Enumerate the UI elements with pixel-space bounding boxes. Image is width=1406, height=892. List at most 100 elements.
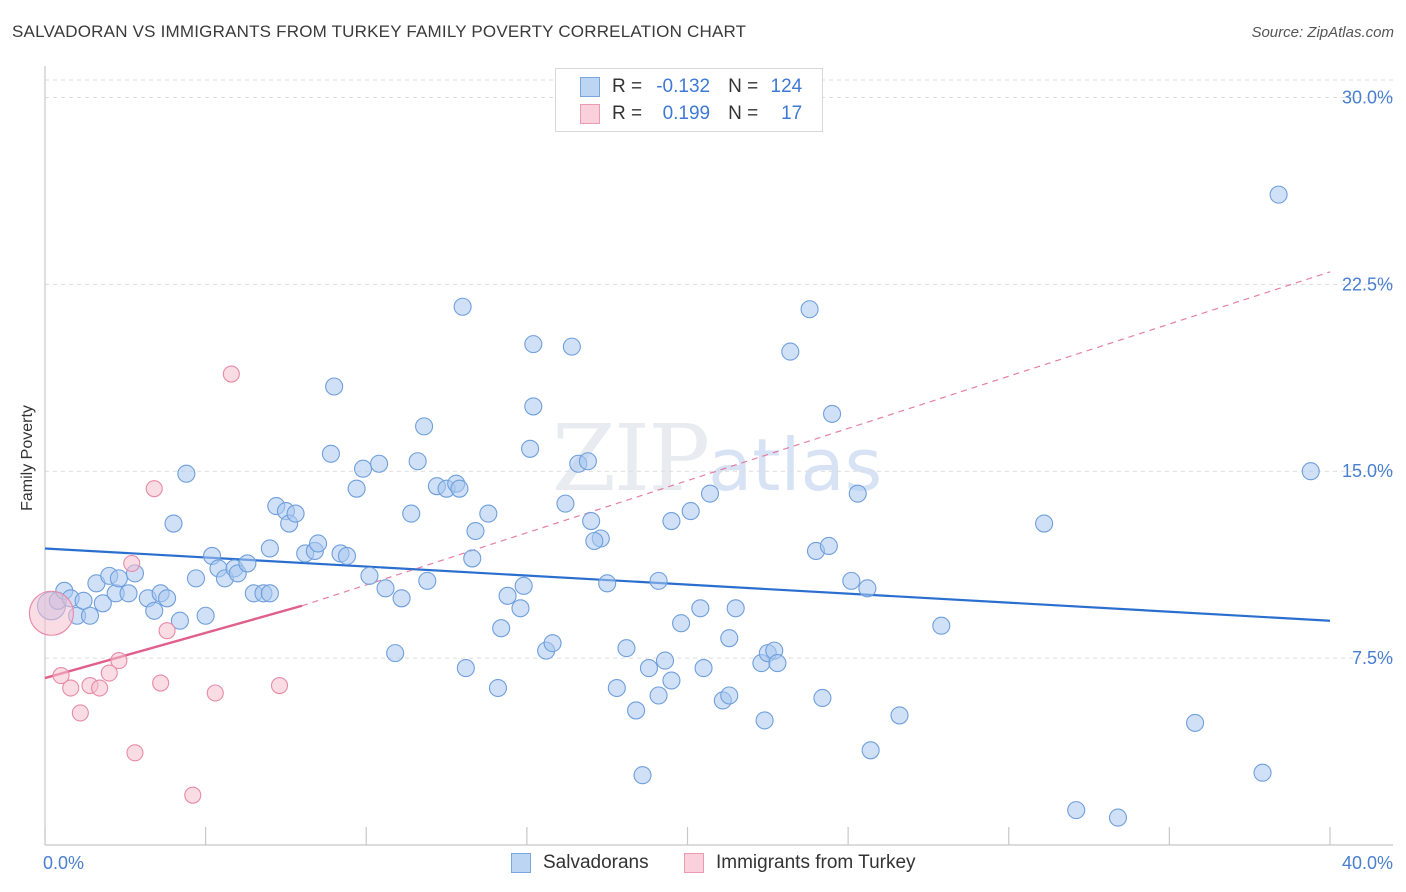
data-point-salvadorans (463, 549, 482, 568)
y-tick-label: 7.5% (1352, 648, 1393, 668)
chart-title: SALVADORAN VS IMMIGRANTS FROM TURKEY FAM… (12, 22, 747, 41)
data-point-turkey (123, 554, 141, 572)
data-point-salvadorans (932, 616, 951, 635)
data-point-salvadorans (842, 571, 861, 590)
data-point-salvadorans (524, 335, 543, 354)
data-point-salvadorans (649, 686, 668, 705)
data-point-salvadorans (556, 494, 575, 513)
data-point-salvadorans (186, 569, 206, 588)
data-point-turkey (62, 679, 80, 697)
data-point-salvadorans (492, 619, 511, 638)
data-point-salvadorans (1108, 808, 1128, 827)
data-point-salvadorans (598, 574, 617, 593)
data-point-salvadorans (582, 512, 601, 531)
data-point-salvadorans (260, 539, 279, 558)
data-point-salvadorans (691, 599, 710, 618)
data-point-turkey (184, 786, 202, 804)
data-point-turkey (126, 744, 144, 762)
data-point-salvadorans (858, 579, 877, 598)
data-point-turkey (158, 622, 176, 640)
data-point-salvadorans (672, 614, 691, 633)
data-point-salvadorans (726, 599, 745, 618)
data-point-salvadorans (325, 377, 344, 396)
data-point-turkey (71, 704, 89, 722)
data-point-salvadorans (823, 404, 842, 423)
data-point-salvadorans (479, 504, 498, 523)
data-point-salvadorans (196, 606, 215, 625)
correlation-legend: R = -0.132 N = 124 R = 0.199 N = 17 (555, 68, 823, 132)
trendline-turkey (44, 604, 303, 680)
legend-row-turkey: R = 0.199 N = 17 (580, 101, 802, 127)
data-point-salvadorans (360, 566, 379, 585)
data-point-turkey (91, 679, 109, 697)
data-point-salvadorans (376, 579, 395, 598)
data-point-salvadorans (649, 571, 668, 590)
legend-n-value: 17 (781, 103, 803, 124)
data-point-salvadorans (607, 678, 626, 698)
data-point-salvadorans (1067, 801, 1086, 820)
data-point-salvadorans (321, 444, 340, 463)
points-layer (28, 185, 1320, 827)
data-point-salvadorans (488, 678, 508, 698)
x-tick-label: 40.0% (1342, 853, 1393, 873)
data-point-salvadorans (524, 397, 543, 416)
data-point-salvadorans (260, 584, 279, 603)
data-point-salvadorans (370, 454, 389, 473)
legend-swatch-blue (580, 77, 600, 97)
data-point-salvadorans (694, 659, 713, 678)
legend-r-value: -0.132 (656, 76, 711, 97)
trendline-salvadorans (44, 547, 1331, 622)
data-point-salvadorans (585, 531, 604, 551)
data-point-salvadorans (768, 654, 787, 673)
legend-label: Salvadorans (543, 852, 649, 873)
data-point-salvadorans (145, 601, 164, 620)
data-point-salvadorans (700, 484, 720, 503)
data-point-salvadorans (309, 534, 328, 553)
data-point-salvadorans (578, 452, 597, 471)
tick-label-layer: 7.5% 15.0% 22.5% 30.0% 0.0% 40.0% (43, 87, 1393, 873)
data-point-turkey (206, 684, 224, 702)
data-point-turkey (52, 667, 70, 685)
data-point-salvadorans (562, 337, 581, 356)
data-point-salvadorans (93, 594, 112, 613)
data-point-salvadorans (861, 741, 880, 760)
data-point-salvadorans (408, 452, 427, 471)
data-point-salvadorans (164, 514, 183, 533)
data-point-salvadorans (627, 701, 646, 720)
data-point-salvadorans (521, 439, 540, 458)
data-point-salvadorans (1186, 713, 1205, 732)
data-point-salvadorans (402, 504, 421, 523)
data-point-salvadorans (415, 417, 434, 436)
data-point-salvadorans (639, 659, 659, 678)
data-point-salvadorans (177, 464, 196, 483)
data-point-salvadorans (1035, 514, 1054, 533)
data-point-salvadorans (238, 554, 257, 573)
legend-item-salvadorans[interactable]: Salvadorans (511, 852, 649, 874)
data-point-salvadorans (109, 569, 128, 588)
y-tick-label: 15.0% (1342, 461, 1393, 481)
data-point-salvadorans (74, 591, 93, 610)
legend-label: Immigrants from Turkey (716, 852, 916, 873)
data-point-salvadorans (681, 502, 700, 521)
legend-r-label: R = (612, 103, 643, 124)
data-point-salvadorans (781, 342, 800, 361)
series-legend: Salvadorans Immigrants from Turkey (0, 852, 1406, 878)
data-point-salvadorans (819, 536, 838, 556)
legend-r-value: 0.199 (662, 103, 711, 124)
data-point-salvadorans (633, 766, 652, 785)
data-point-salvadorans (418, 571, 437, 590)
data-point-salvadorans (1301, 462, 1320, 481)
data-point-salvadorans (119, 584, 138, 603)
data-point-salvadorans (170, 611, 189, 630)
legend-swatch-pink (684, 853, 704, 873)
legend-item-turkey[interactable]: Immigrants from Turkey (684, 852, 916, 874)
data-point-salvadorans (466, 521, 485, 541)
data-point-salvadorans (813, 688, 832, 708)
y-tick-label: 30.0% (1342, 87, 1393, 107)
legend-row-salvadorans: R = -0.132 N = 124 (580, 74, 802, 100)
data-point-turkey (145, 480, 163, 498)
data-point-salvadorans (347, 479, 366, 498)
data-point-salvadorans (662, 512, 681, 531)
data-point-salvadorans (511, 599, 530, 618)
